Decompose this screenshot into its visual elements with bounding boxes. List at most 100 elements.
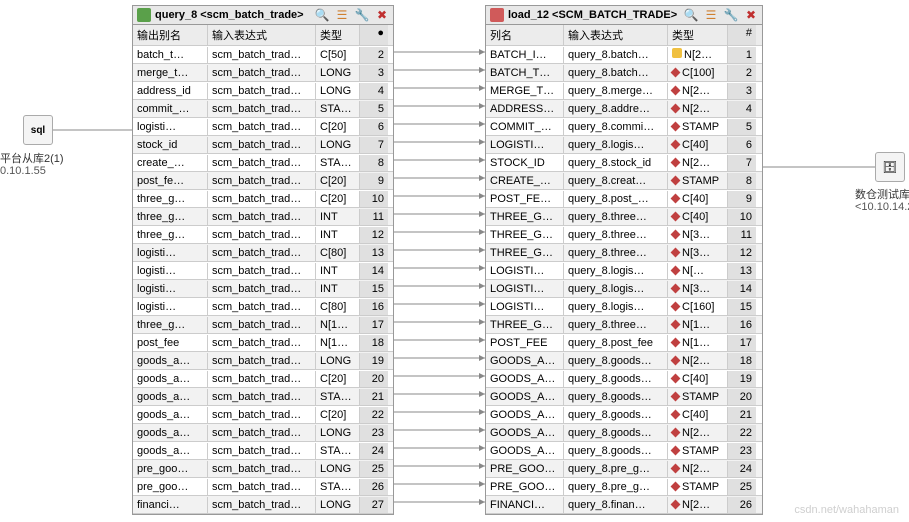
cell-alias: three_g… bbox=[133, 191, 208, 207]
table-row[interactable]: create_…scm_batch_trad…STAMP8 bbox=[133, 154, 393, 172]
table-row[interactable]: COMMIT_…query_8.commi…STAMP5 bbox=[486, 118, 762, 136]
list-icon[interactable]: ☰ bbox=[335, 8, 349, 22]
cell-expr: query_8.goods… bbox=[564, 353, 668, 369]
table-row[interactable]: goods_a…scm_batch_trad…C[20]20 bbox=[133, 370, 393, 388]
table-row[interactable]: financi…scm_batch_trad…LONG27 bbox=[133, 496, 393, 514]
table-row[interactable]: logisti…scm_batch_trad…C[20]6 bbox=[133, 118, 393, 136]
db-source-node[interactable]: sql bbox=[23, 115, 53, 145]
table-row[interactable]: ADDRESS_IDquery_8.addre…N[2…4 bbox=[486, 100, 762, 118]
table-row[interactable]: CREATE_…query_8.creat…STAMP8 bbox=[486, 172, 762, 190]
col-header-type[interactable]: 类型 bbox=[668, 25, 728, 45]
table-row[interactable]: LOGISTI…query_8.logis…N[3…14 bbox=[486, 280, 762, 298]
table-row[interactable]: LOGISTI…query_8.logis…C[160]15 bbox=[486, 298, 762, 316]
table-row[interactable]: THREE_G…query_8.three…C[40]10 bbox=[486, 208, 762, 226]
magnify-icon[interactable]: 🔍 bbox=[684, 8, 698, 22]
table-row[interactable]: THREE_G…query_8.three…N[3…11 bbox=[486, 226, 762, 244]
table-row[interactable]: POST_FE…query_8.post_…C[40]9 bbox=[486, 190, 762, 208]
table-row[interactable]: THREE_G…query_8.three…N[1…16 bbox=[486, 316, 762, 334]
col-header-type[interactable]: 类型 bbox=[316, 25, 360, 45]
table-row[interactable]: FINANCI…query_8.finan…N[2…26 bbox=[486, 496, 762, 514]
cell-expr: query_8.goods… bbox=[564, 407, 668, 423]
watermark: csdn.net/wahahaman bbox=[794, 504, 899, 516]
db-target-node[interactable]: 🗄 bbox=[875, 152, 905, 182]
cell-idx: 19 bbox=[728, 371, 756, 387]
table-row[interactable]: logisti…scm_batch_trad…C[80]13 bbox=[133, 244, 393, 262]
close-icon[interactable]: ✖ bbox=[744, 8, 758, 22]
table-row[interactable]: BATCH_T…query_8.batch…C[100]2 bbox=[486, 64, 762, 82]
cell-idx: 19 bbox=[360, 353, 388, 369]
table-row[interactable]: logisti…scm_batch_trad…INT15 bbox=[133, 280, 393, 298]
table-row[interactable]: LOGISTI…query_8.logis…C[40]6 bbox=[486, 136, 762, 154]
cell-type: N[3… bbox=[668, 245, 728, 261]
table-row[interactable]: GOODS_A…query_8.goods…C[40]21 bbox=[486, 406, 762, 424]
table-row[interactable]: GOODS_A…query_8.goods…STAMP20 bbox=[486, 388, 762, 406]
query-panel-header[interactable]: query_8 <scm_batch_trade> 🔍 ☰ 🔧 ✖ bbox=[133, 6, 393, 25]
cell-idx: 24 bbox=[728, 461, 756, 477]
table-row[interactable]: GOODS_A…query_8.goods…C[40]19 bbox=[486, 370, 762, 388]
table-row[interactable]: THREE_G…query_8.three…N[3…12 bbox=[486, 244, 762, 262]
table-row[interactable]: goods_a…scm_batch_trad…STAMP21 bbox=[133, 388, 393, 406]
table-row[interactable]: logisti…scm_batch_trad…C[80]16 bbox=[133, 298, 393, 316]
cell-type: C[80] bbox=[316, 299, 360, 315]
cell-idx: 8 bbox=[728, 173, 756, 189]
table-row[interactable]: logisti…scm_batch_trad…INT14 bbox=[133, 262, 393, 280]
table-row[interactable]: address_idscm_batch_trad…LONG4 bbox=[133, 82, 393, 100]
cell-alias: logisti… bbox=[133, 263, 208, 279]
col-header-colname[interactable]: 列名 bbox=[486, 25, 564, 45]
cell-type: STAMP bbox=[668, 479, 728, 495]
table-row[interactable]: goods_a…scm_batch_trad…STAMP24 bbox=[133, 442, 393, 460]
cell-expr: query_8.three… bbox=[564, 227, 668, 243]
load-panel-header[interactable]: load_12 <SCM_BATCH_TRADE> 🔍 ☰ 🔧 ✖ bbox=[486, 6, 762, 25]
cell-colname: BATCH_I… bbox=[486, 47, 564, 63]
cell-idx: 4 bbox=[728, 101, 756, 117]
table-row[interactable]: MERGE_T…query_8.merge…N[2…3 bbox=[486, 82, 762, 100]
cell-type: N[… bbox=[668, 263, 728, 279]
table-row[interactable]: stock_idscm_batch_trad…LONG7 bbox=[133, 136, 393, 154]
table-row[interactable]: post_feescm_batch_trad…N[1…18 bbox=[133, 334, 393, 352]
close-icon[interactable]: ✖ bbox=[375, 8, 389, 22]
wrench-icon[interactable]: 🔧 bbox=[724, 8, 738, 22]
col-header-expr[interactable]: 输入表达式 bbox=[564, 25, 668, 45]
cell-alias: logisti… bbox=[133, 281, 208, 297]
col-header-idx[interactable]: # bbox=[728, 25, 756, 45]
table-row[interactable]: merge_t…scm_batch_trad…LONG3 bbox=[133, 64, 393, 82]
magnify-icon[interactable]: 🔍 bbox=[315, 8, 329, 22]
cell-expr: scm_batch_trad… bbox=[208, 425, 316, 441]
cell-idx: 12 bbox=[728, 245, 756, 261]
table-row[interactable]: post_fe…scm_batch_trad…C[20]9 bbox=[133, 172, 393, 190]
table-row[interactable]: LOGISTI…query_8.logis…N[…13 bbox=[486, 262, 762, 280]
table-row[interactable]: goods_a…scm_batch_trad…LONG19 bbox=[133, 352, 393, 370]
wrench-icon[interactable]: 🔧 bbox=[355, 8, 369, 22]
table-row[interactable]: goods_a…scm_batch_trad…LONG23 bbox=[133, 424, 393, 442]
table-row[interactable]: GOODS_A…query_8.goods…N[2…18 bbox=[486, 352, 762, 370]
col-header-alias[interactable]: 输出别名 bbox=[133, 25, 208, 45]
table-row[interactable]: three_g…scm_batch_trad…INT11 bbox=[133, 208, 393, 226]
table-row[interactable]: three_g…scm_batch_trad…INT12 bbox=[133, 226, 393, 244]
table-row[interactable]: three_g…scm_batch_trad…C[20]10 bbox=[133, 190, 393, 208]
cell-type: STAMP bbox=[668, 443, 728, 459]
table-row[interactable]: PRE_GOO…query_8.pre_g…N[2…24 bbox=[486, 460, 762, 478]
table-row[interactable]: BATCH_I…query_8.batch…N[2…1 bbox=[486, 46, 762, 64]
cell-idx: 16 bbox=[360, 299, 388, 315]
table-row[interactable]: pre_goo…scm_batch_trad…LONG25 bbox=[133, 460, 393, 478]
cell-idx: 3 bbox=[728, 83, 756, 99]
cell-colname: LOGISTI… bbox=[486, 281, 564, 297]
cell-type: C[80] bbox=[316, 245, 360, 261]
cell-type: C[100] bbox=[668, 65, 728, 81]
table-row[interactable]: goods_a…scm_batch_trad…C[20]22 bbox=[133, 406, 393, 424]
table-row[interactable]: batch_t…scm_batch_trad…C[50]2 bbox=[133, 46, 393, 64]
table-row[interactable]: STOCK_IDquery_8.stock_idN[2…7 bbox=[486, 154, 762, 172]
table-row[interactable]: commit_…scm_batch_trad…STAMP5 bbox=[133, 100, 393, 118]
table-row[interactable]: GOODS_A…query_8.goods…STAMP23 bbox=[486, 442, 762, 460]
table-row[interactable]: three_g…scm_batch_trad…N[1…17 bbox=[133, 316, 393, 334]
table-row[interactable]: POST_FEEquery_8.post_feeN[1…17 bbox=[486, 334, 762, 352]
col-header-expr[interactable]: 输入表达式 bbox=[208, 25, 316, 45]
table-row[interactable]: pre_goo…scm_batch_trad…STAMP26 bbox=[133, 478, 393, 496]
cell-expr: scm_batch_trad… bbox=[208, 263, 316, 279]
table-row[interactable]: GOODS_A…query_8.goods…N[2…22 bbox=[486, 424, 762, 442]
table-row[interactable]: PRE_GOO…query_8.pre_g…STAMP25 bbox=[486, 478, 762, 496]
list-icon[interactable]: ☰ bbox=[704, 8, 718, 22]
col-header-indicator[interactable]: ● bbox=[360, 25, 388, 45]
cell-idx: 20 bbox=[360, 371, 388, 387]
cell-type: C[20] bbox=[316, 173, 360, 189]
